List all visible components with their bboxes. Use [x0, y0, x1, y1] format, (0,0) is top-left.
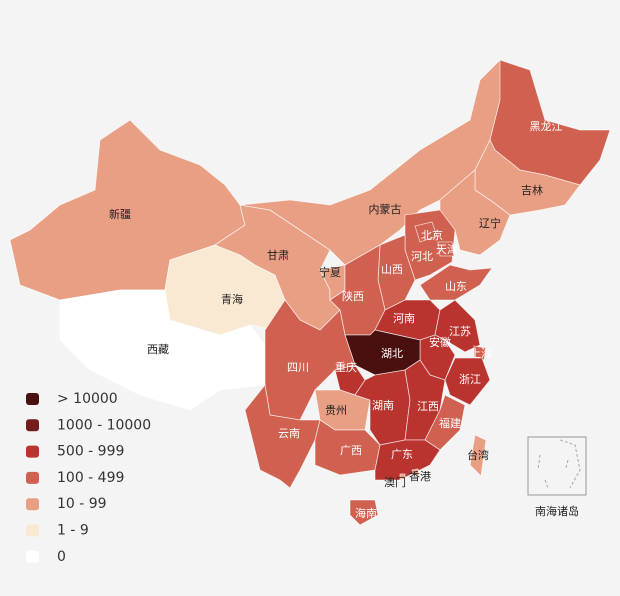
province-label: 内蒙古: [369, 202, 402, 216]
province-label: 上海: [470, 346, 492, 360]
south-sea-inset: 南海诸岛: [527, 436, 587, 518]
province-label: 西藏: [147, 343, 169, 356]
legend-label: 500 - 999: [57, 444, 124, 460]
legend-label: 10 - 99: [57, 496, 107, 512]
province-label: 广西: [340, 444, 362, 457]
legend-label: > 10000: [57, 391, 118, 407]
legend-swatch: [26, 445, 39, 458]
inset-lines: [537, 439, 581, 489]
legend-swatch: [26, 419, 39, 432]
province-label: 辽宁: [479, 216, 501, 230]
province-label: 宁夏: [319, 265, 341, 279]
province-label: 江西: [417, 400, 439, 413]
province: [469, 434, 487, 477]
legend-label: 100 - 499: [57, 470, 124, 486]
province-label: 安徽: [429, 335, 451, 349]
legend-swatch: [26, 550, 39, 563]
province-label: 湖北: [381, 347, 403, 360]
province-label: 陕西: [342, 289, 364, 303]
legend-swatch: [26, 498, 39, 511]
province-label: 台湾: [467, 448, 489, 462]
province-label: 北京: [421, 228, 443, 242]
province-label: 山东: [445, 280, 467, 293]
province: [414, 221, 438, 243]
province-label: 云南: [278, 427, 300, 440]
province-label: 香港: [409, 470, 431, 483]
province: [349, 499, 379, 526]
province-label: 福建: [439, 416, 461, 430]
regions: [9, 59, 611, 526]
province-label: 新疆: [109, 207, 131, 221]
province-label: 山西: [381, 263, 403, 276]
legend-label: 1 - 9: [57, 523, 89, 539]
province-label: 浙江: [459, 373, 481, 386]
legend-label: 0: [57, 549, 66, 565]
province-label: 澳门: [384, 475, 406, 489]
province-label: 吉林: [521, 183, 543, 197]
province: [399, 473, 406, 480]
province-label: 河南: [393, 312, 415, 325]
province-label: 重庆: [335, 360, 357, 374]
province-label: 广东: [391, 448, 413, 461]
legend-swatch: [26, 393, 39, 405]
legend-swatch: [26, 471, 39, 484]
inset-label: 南海诸岛: [535, 504, 579, 518]
province-label: 海南: [355, 506, 377, 520]
province-label: 河北: [411, 250, 433, 263]
legend-label: 1000 - 10000: [57, 417, 151, 433]
legend-swatch: [26, 524, 39, 537]
province-label: 贵州: [325, 404, 347, 417]
legend: > 10000 1000 - 10000 500 - 999 100 - 499 10 …: [26, 391, 151, 565]
province-label: 青海: [221, 292, 243, 306]
province-label: 天津: [436, 243, 458, 256]
province-label: 黑龙江: [530, 120, 563, 133]
province: [411, 468, 420, 477]
province: [437, 241, 455, 257]
province-label: 四川: [287, 361, 309, 374]
province: [244, 384, 321, 489]
province-label: 湖南: [372, 399, 394, 412]
inset-frame: [527, 436, 587, 496]
province: [374, 439, 441, 481]
province: [473, 345, 487, 361]
province-label: 江苏: [449, 325, 471, 338]
province: [419, 264, 493, 301]
province-label: 甘肃: [267, 249, 289, 262]
